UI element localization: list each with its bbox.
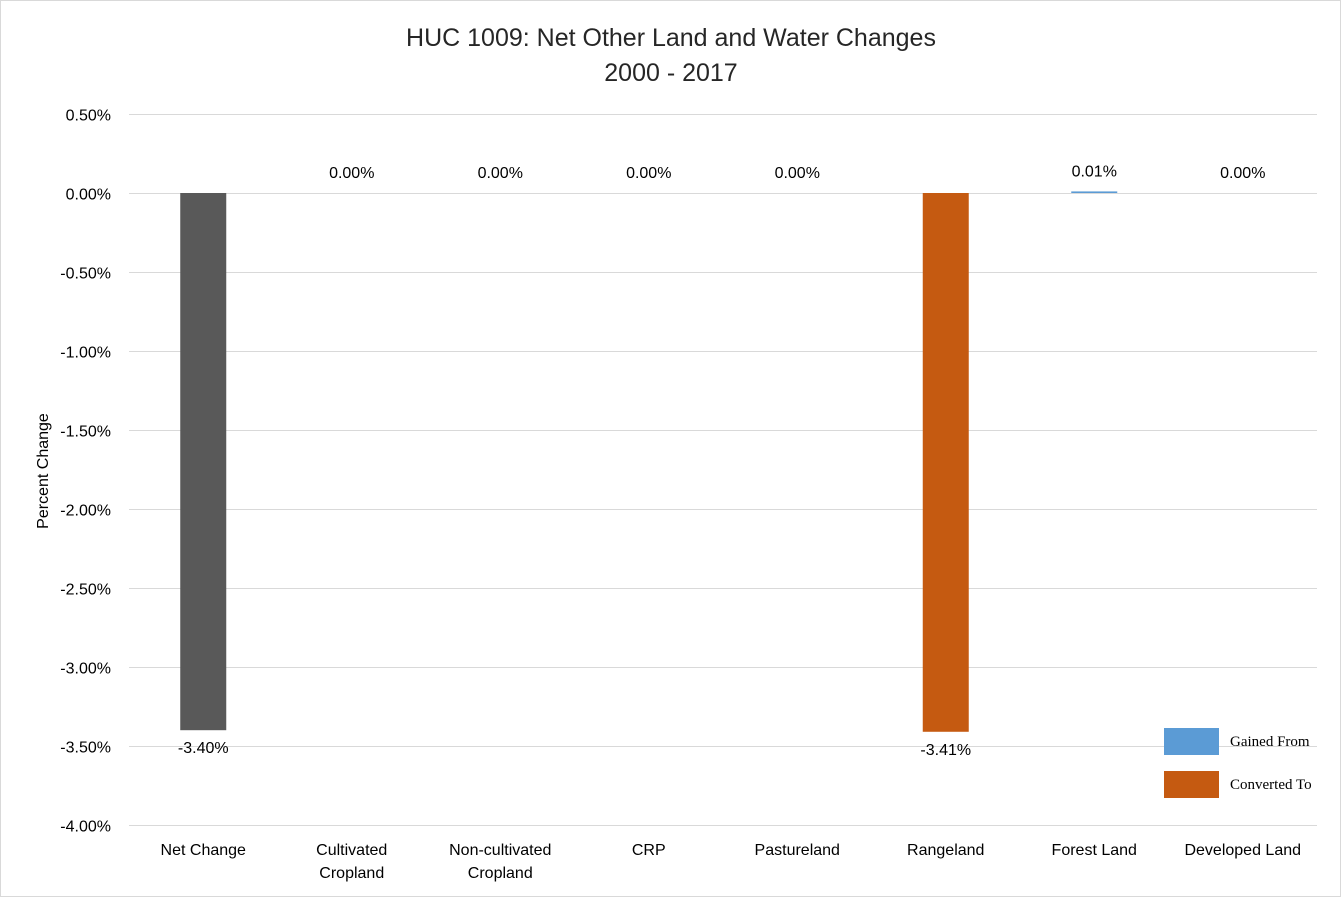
chart-title: HUC 1009: Net Other Land and Water Chang… [406, 24, 936, 52]
x-tick-label: Cropland [468, 865, 533, 882]
y-tick-label: -2.00% [60, 503, 111, 520]
legend-swatch [1164, 728, 1219, 755]
data-label: 0.00% [626, 165, 671, 182]
legend-swatch [1164, 771, 1219, 798]
x-tick-label: Rangeland [907, 842, 984, 859]
y-tick-label: -3.50% [60, 740, 111, 757]
bar [922, 193, 969, 732]
y-tick-label: -4.00% [60, 819, 111, 836]
data-label: -3.40% [178, 740, 229, 757]
bar [1071, 191, 1118, 193]
x-tick-label: Pastureland [755, 842, 840, 859]
x-tick-label: Net Change [161, 842, 246, 859]
y-tick-label: -3.00% [60, 661, 111, 678]
y-tick-label: -1.00% [60, 345, 111, 362]
legend: Gained From Converted To [1164, 728, 1312, 798]
data-label: 0.01% [1072, 163, 1117, 180]
y-axis-label: Percent Change [35, 413, 52, 529]
data-label: -3.41% [920, 742, 971, 759]
y-tick-label: -0.50% [60, 266, 111, 283]
data-label: 0.00% [329, 165, 374, 182]
x-tick-label: Non-cultivated [449, 842, 551, 859]
data-label: 0.00% [1220, 165, 1265, 182]
x-tick-label: CRP [632, 842, 666, 859]
data-label: 0.00% [478, 165, 523, 182]
x-tick-label: Cropland [319, 865, 384, 882]
x-tick-label: Cultivated [316, 842, 387, 859]
bar [180, 193, 227, 731]
x-tick-label: Developed Land [1184, 842, 1301, 859]
y-tick-label: 0.50% [66, 108, 111, 125]
y-tick-label: 0.00% [66, 187, 111, 204]
legend-label: Converted To [1230, 777, 1312, 793]
data-label: 0.00% [775, 165, 820, 182]
y-tick-label: -1.50% [60, 424, 111, 441]
legend-label: Gained From [1230, 734, 1310, 750]
chart-subtitle: 2000 - 2017 [604, 59, 737, 87]
y-tick-label: -2.50% [60, 582, 111, 599]
x-tick-label: Forest Land [1052, 842, 1137, 859]
